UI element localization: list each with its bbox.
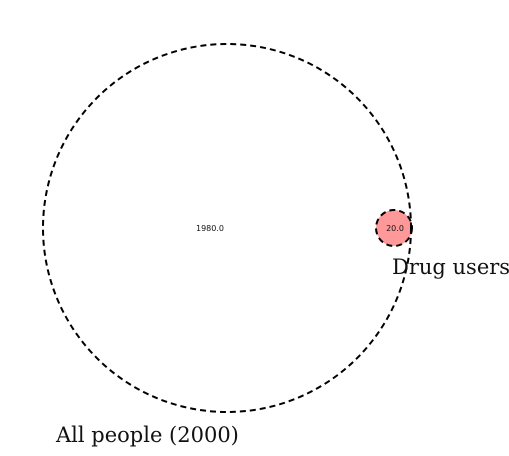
set-all-people-circle — [42, 43, 412, 413]
set-label-drug-users: Drug users — [392, 255, 509, 279]
intersection-region — [376, 210, 412, 246]
set-drug-users-circle — [375, 209, 413, 247]
set-label-all-people: All people (2000) — [55, 423, 239, 447]
region-label-all-people-only: 1980.0 — [196, 224, 224, 233]
region-label-intersection: 20.0 — [386, 224, 404, 233]
